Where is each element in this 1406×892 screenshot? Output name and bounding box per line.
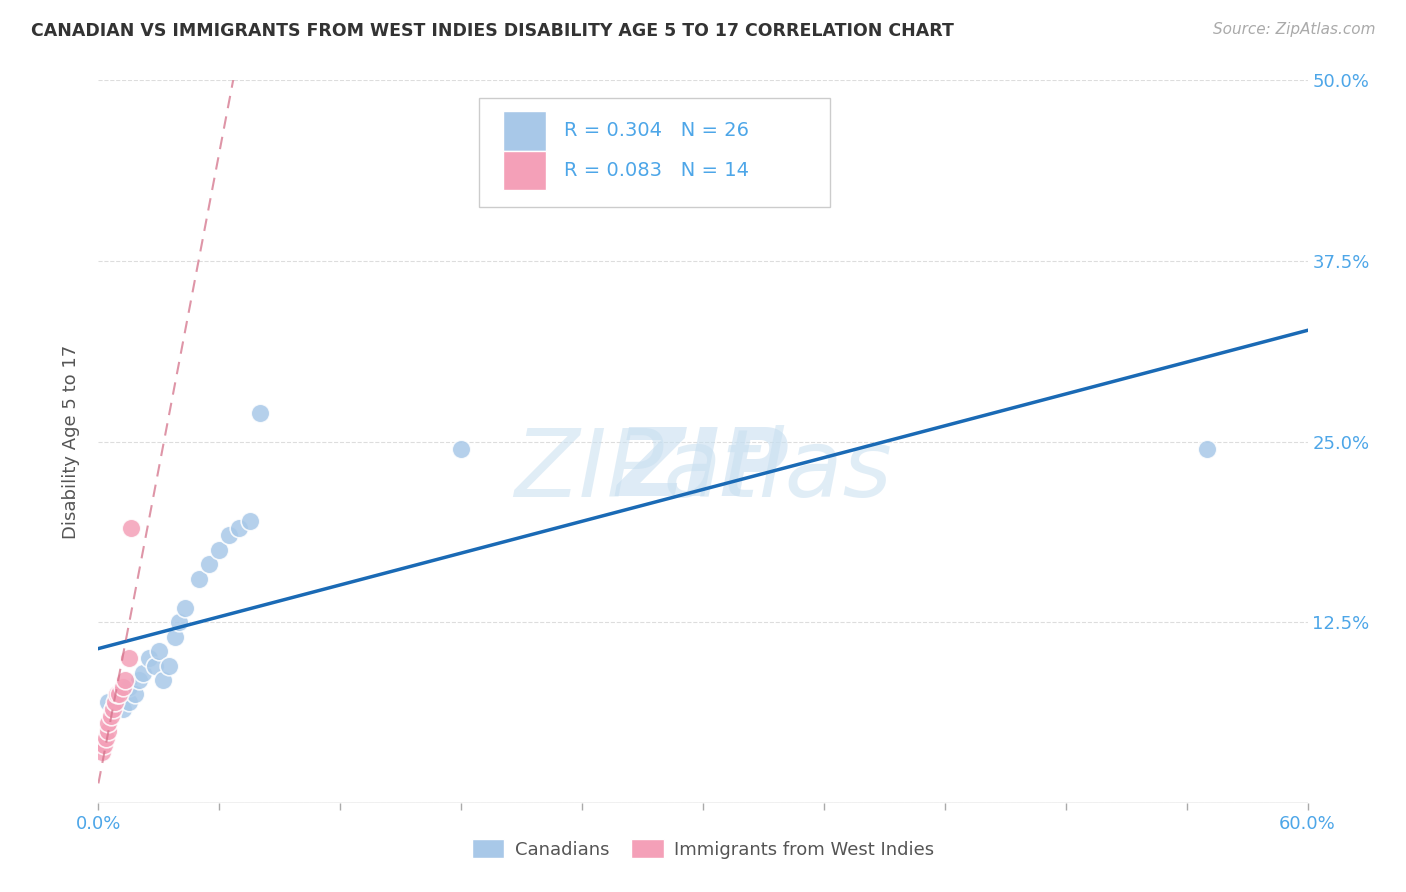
Point	[118, 651, 141, 665]
Point	[138, 651, 160, 665]
Point	[132, 665, 155, 680]
Point	[101, 702, 124, 716]
Point	[107, 687, 129, 701]
Point	[152, 673, 174, 687]
Point	[218, 528, 240, 542]
Text: R = 0.083   N = 14: R = 0.083 N = 14	[564, 161, 749, 180]
Point	[208, 542, 231, 557]
Point	[198, 558, 221, 572]
Point	[120, 521, 142, 535]
Bar	[503, 151, 546, 191]
Point	[111, 702, 134, 716]
Y-axis label: Disability Age 5 to 17: Disability Age 5 to 17	[62, 344, 80, 539]
Point	[103, 695, 125, 709]
Point	[128, 673, 150, 687]
Bar	[503, 111, 546, 151]
Point	[111, 680, 134, 694]
Text: Source: ZipAtlas.com: Source: ZipAtlas.com	[1212, 22, 1375, 37]
Text: ZIPatlas: ZIPatlas	[515, 425, 891, 516]
Point	[105, 687, 128, 701]
Point	[148, 644, 170, 658]
Point	[157, 658, 180, 673]
Point	[97, 723, 120, 738]
Point	[167, 615, 190, 630]
Point	[450, 442, 472, 456]
Point	[228, 521, 250, 535]
Point	[114, 673, 136, 687]
Point	[97, 695, 120, 709]
Point	[163, 630, 186, 644]
Point	[1195, 442, 1218, 456]
Point	[188, 572, 211, 586]
Point	[101, 702, 124, 716]
Point	[100, 709, 122, 723]
Point	[174, 600, 197, 615]
Text: CANADIAN VS IMMIGRANTS FROM WEST INDIES DISABILITY AGE 5 TO 17 CORRELATION CHART: CANADIAN VS IMMIGRANTS FROM WEST INDIES …	[31, 22, 953, 40]
Legend: Canadians, Immigrants from West Indies: Canadians, Immigrants from West Indies	[464, 832, 942, 866]
Text: ZIP: ZIP	[617, 425, 789, 516]
Text: R = 0.304   N = 26: R = 0.304 N = 26	[564, 121, 749, 140]
Point	[124, 687, 146, 701]
Point	[118, 680, 141, 694]
Point	[143, 658, 166, 673]
FancyBboxPatch shape	[479, 98, 830, 207]
Point	[239, 514, 262, 528]
Point	[249, 406, 271, 420]
Point	[93, 738, 115, 752]
Point	[96, 731, 118, 745]
Point	[91, 745, 114, 759]
Point	[107, 687, 129, 701]
Point	[97, 716, 120, 731]
Point	[118, 695, 141, 709]
